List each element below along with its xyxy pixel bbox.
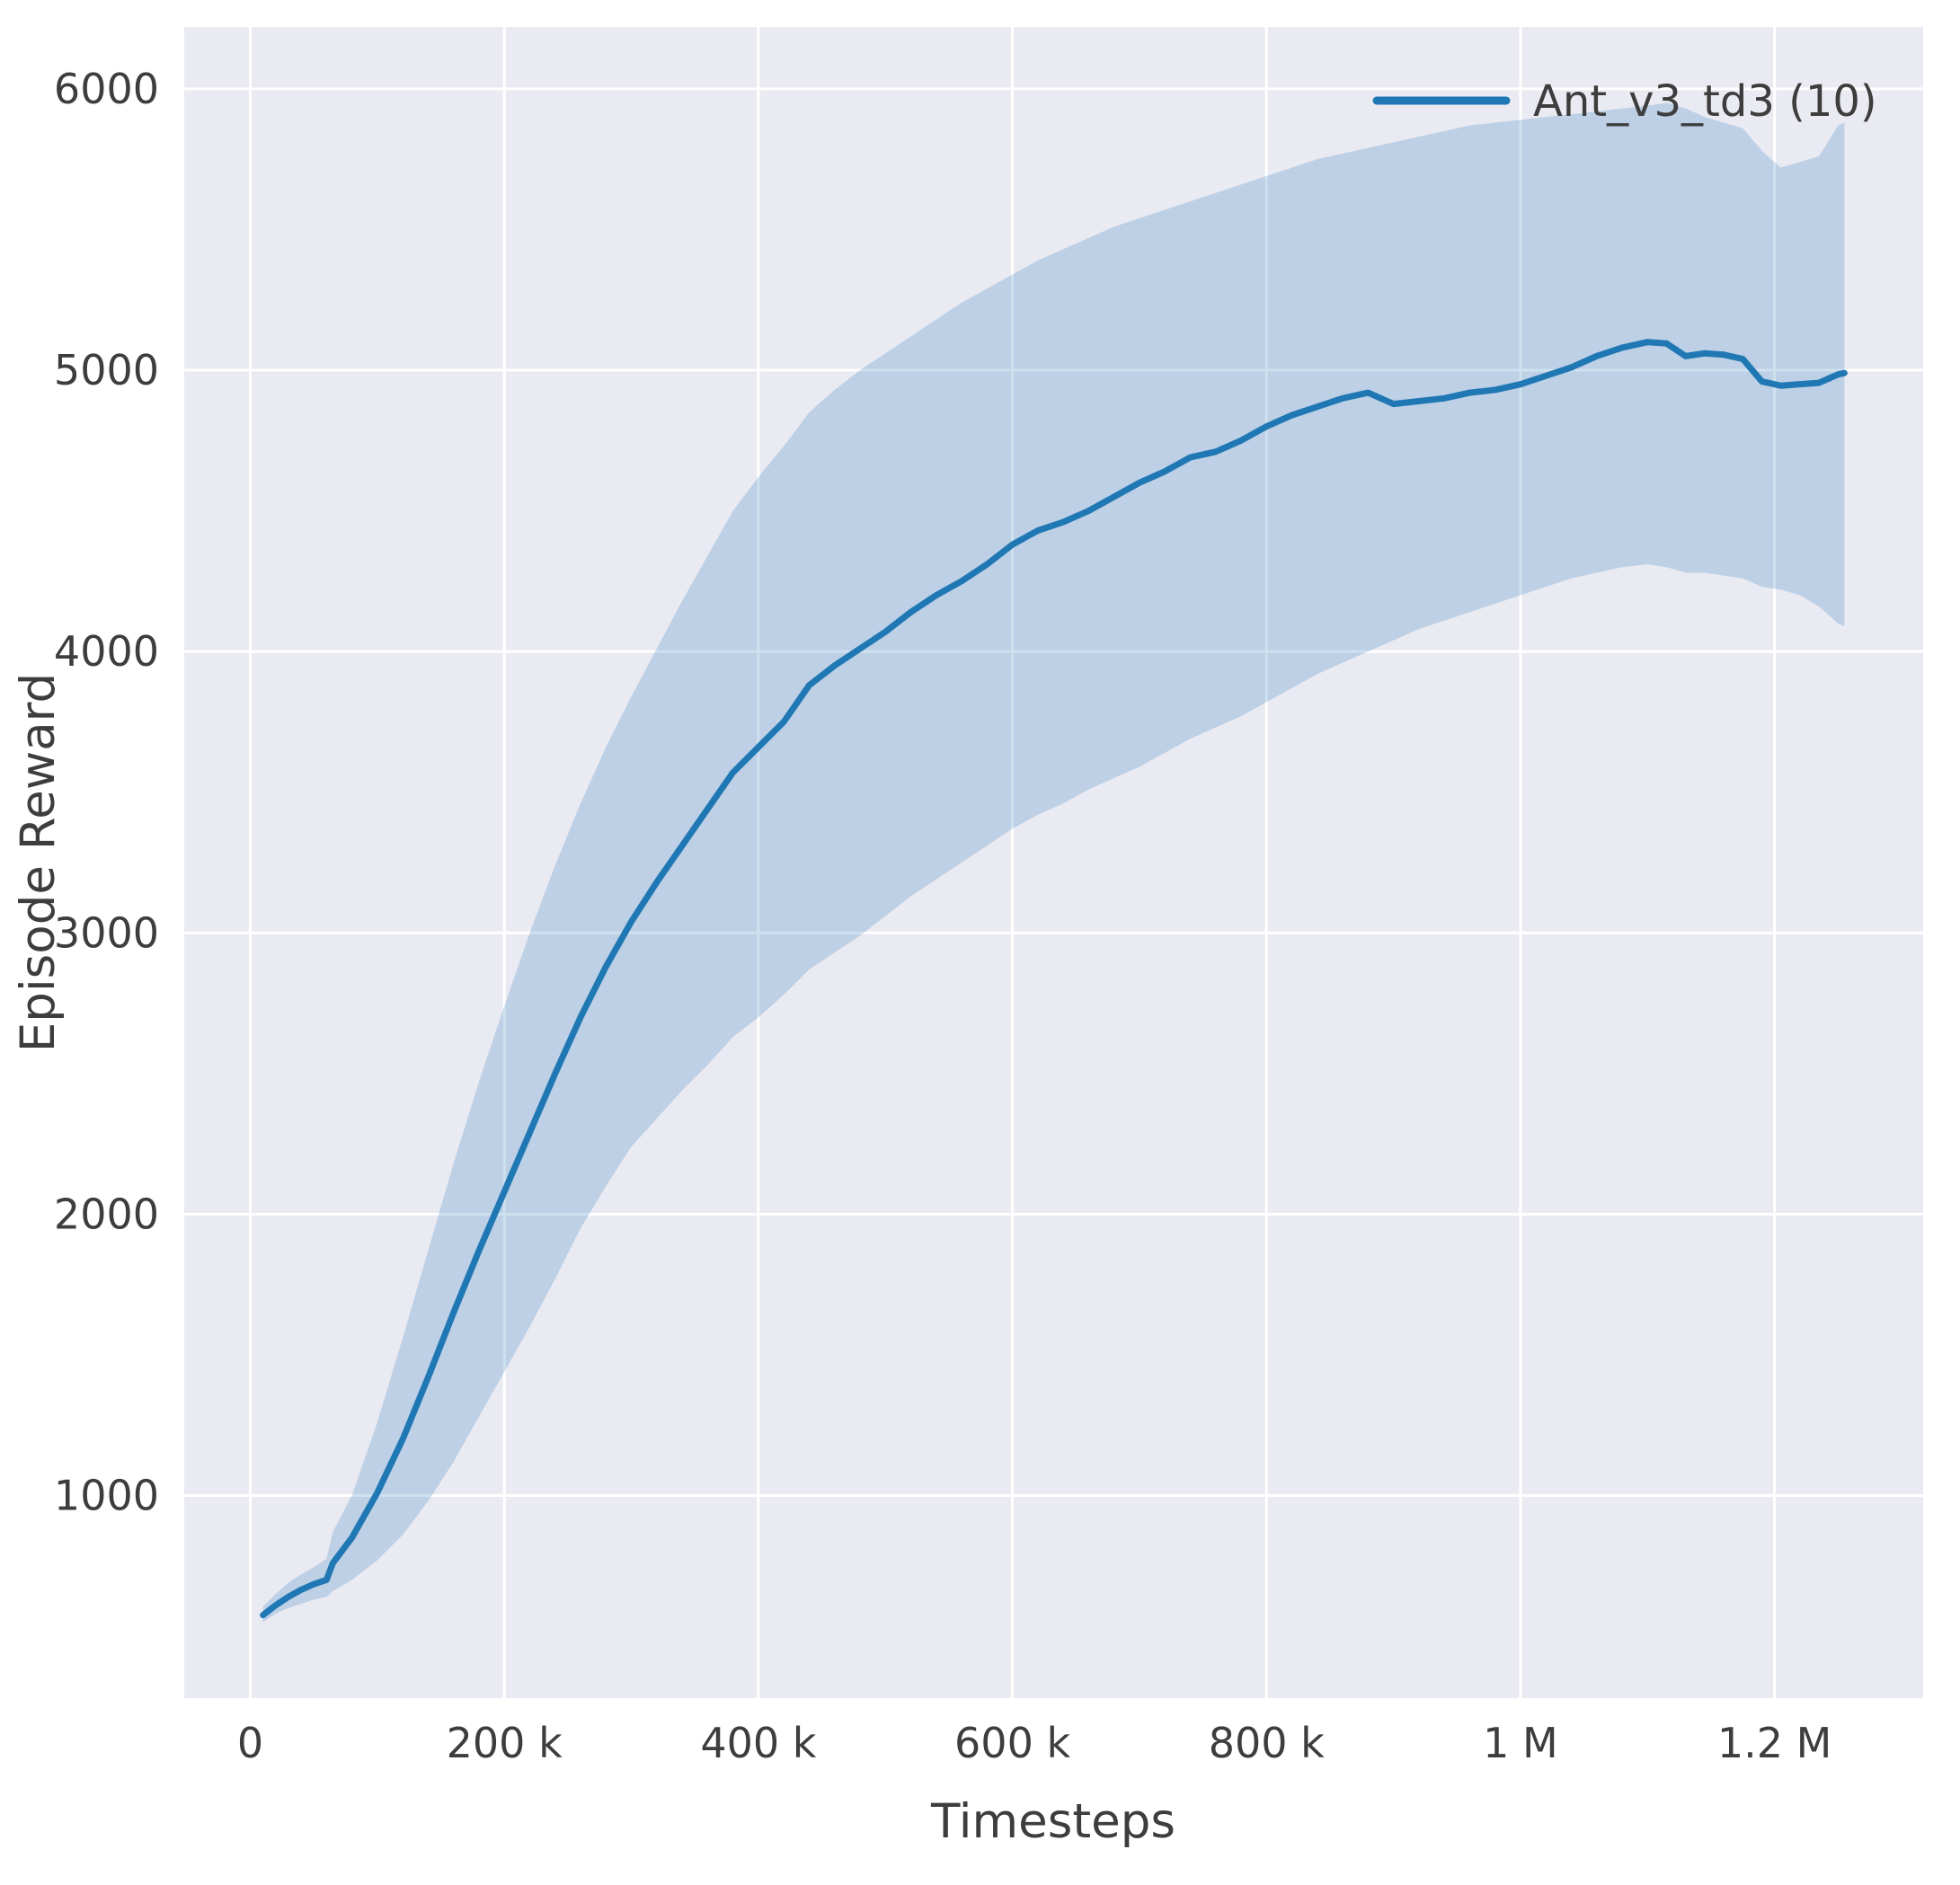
x-tick-label: 400 k — [700, 1719, 816, 1767]
legend-label: Ant_v3_td3 (10) — [1533, 76, 1877, 127]
legend: Ant_v3_td3 (10) — [1372, 76, 1877, 127]
x-tick-label: 600 k — [954, 1719, 1070, 1767]
y-tick-label: 4000 — [54, 627, 159, 676]
y-tick-label: 1000 — [54, 1472, 159, 1520]
y-axis-label: Episode Reward — [11, 673, 66, 1052]
y-tick-label: 3000 — [54, 908, 159, 957]
x-tick-label: 800 k — [1209, 1719, 1325, 1767]
mean-line — [260, 339, 1848, 1619]
x-tick-label: 200 k — [447, 1719, 563, 1767]
x-axis-label: Timesteps — [930, 1794, 1175, 1849]
x-tick-label: 1.2 M — [1717, 1719, 1831, 1767]
y-tick-label: 5000 — [54, 346, 159, 394]
x-tick-label: 1 M — [1483, 1719, 1558, 1767]
y-tick-label: 6000 — [54, 65, 159, 113]
confidence-band — [262, 102, 1845, 1623]
x-tick-label: 0 — [237, 1719, 263, 1767]
plot-background — [184, 27, 1923, 1698]
y-tick-label: 2000 — [54, 1190, 159, 1238]
plot-area: 0 200 k 400 k 600 k 800 k 1 M 1.2 M 1000 2000 300… — [54, 27, 1923, 1767]
